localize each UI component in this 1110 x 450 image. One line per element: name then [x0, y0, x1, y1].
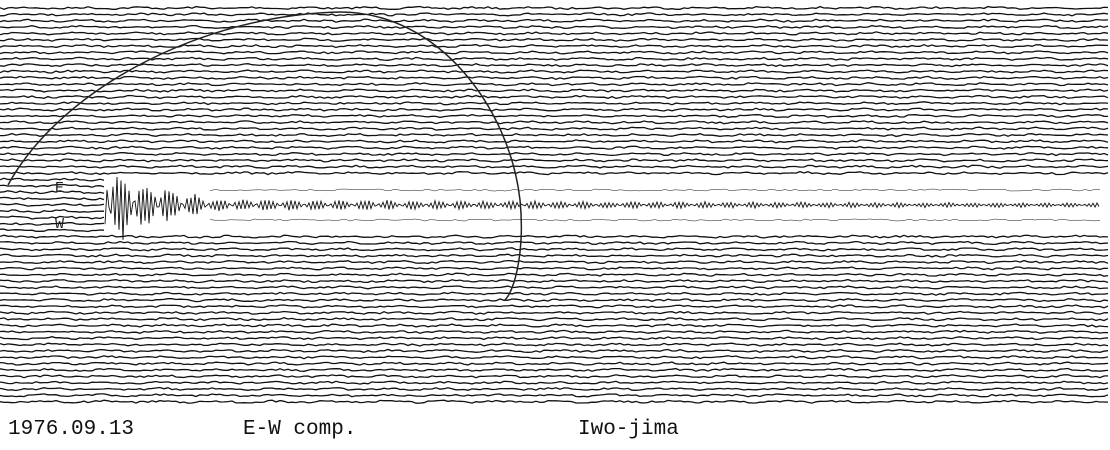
seismogram: E W: [0, 0, 1110, 412]
trace-line: [0, 45, 1108, 48]
event-trace: [105, 177, 1099, 240]
trace-line: [0, 178, 104, 181]
trace-line: [0, 337, 1108, 340]
trace-line: [0, 394, 1108, 397]
trace-line: [0, 229, 104, 231]
trace-line: [0, 7, 1108, 10]
trace-line: [0, 32, 1108, 35]
trace-line: [0, 362, 1108, 365]
caption-date: 1976.09.13: [8, 418, 134, 441]
trace-line: [0, 261, 1108, 264]
trace-line: [0, 369, 1108, 372]
trace-line: [0, 13, 1108, 16]
trace-line: [0, 102, 1108, 105]
trace-line: [0, 159, 1108, 162]
trace-line: [0, 292, 1108, 295]
trace-line: [0, 191, 104, 194]
trace-line: [0, 235, 1108, 238]
trace-line: [0, 121, 1108, 124]
trace-line: [0, 89, 1108, 92]
caption-station: Iwo-jima: [578, 418, 679, 441]
trace-line: [0, 223, 104, 225]
trace-line: [0, 381, 1108, 384]
trace-line: [0, 146, 1108, 149]
trace-line: [0, 248, 1108, 251]
trace-line: [0, 115, 1108, 118]
trace-line: [0, 343, 1108, 346]
page: E W 1976.09.13 E-W comp. Iwo-jima: [0, 0, 1110, 450]
trace-line: [0, 305, 1108, 308]
trace-line: [0, 76, 1108, 79]
caption-component: E-W comp.: [243, 418, 356, 441]
trace-line: [0, 172, 1108, 175]
trace-line: [0, 216, 104, 219]
trace-line: [0, 286, 1108, 289]
trace-line: [0, 153, 1108, 156]
trace-line: [0, 197, 104, 199]
trace-line: [0, 96, 1108, 99]
trace-line: [0, 83, 1108, 86]
trace-line: [0, 140, 1108, 143]
trace-line: [0, 318, 1108, 321]
trace-line: [0, 267, 1108, 270]
trace-line: [0, 185, 104, 188]
trace-line: [0, 273, 1108, 276]
trace-line: [0, 254, 1108, 257]
trace-line: [0, 388, 1108, 391]
band-trace: [210, 219, 1100, 221]
trace-line: [0, 330, 1108, 333]
trace-line: [0, 400, 1108, 403]
trace-line: [0, 108, 1108, 111]
trace-label: W: [55, 216, 64, 233]
trace-line: [0, 134, 1108, 137]
trace-line: [0, 165, 1108, 168]
band-trace: [210, 189, 1100, 191]
trace-line: [0, 299, 1108, 302]
trace-line: [0, 19, 1108, 22]
trace-line: [0, 38, 1108, 41]
trace-line: [0, 242, 1108, 245]
trace-line: [0, 70, 1108, 73]
trace-line: [0, 127, 1108, 130]
trace-line: [0, 64, 1108, 67]
trace-line: [0, 311, 1108, 314]
trace-line: [0, 26, 1108, 29]
trace-line: [0, 356, 1108, 359]
trace-line: [0, 210, 104, 213]
trace-line: [0, 57, 1108, 60]
trace-line: [0, 350, 1108, 353]
trace-line: [0, 375, 1108, 378]
trace-line: [0, 280, 1108, 283]
trace-line: [0, 324, 1108, 327]
trace-line: [0, 204, 104, 207]
trace-label: E: [55, 180, 64, 197]
